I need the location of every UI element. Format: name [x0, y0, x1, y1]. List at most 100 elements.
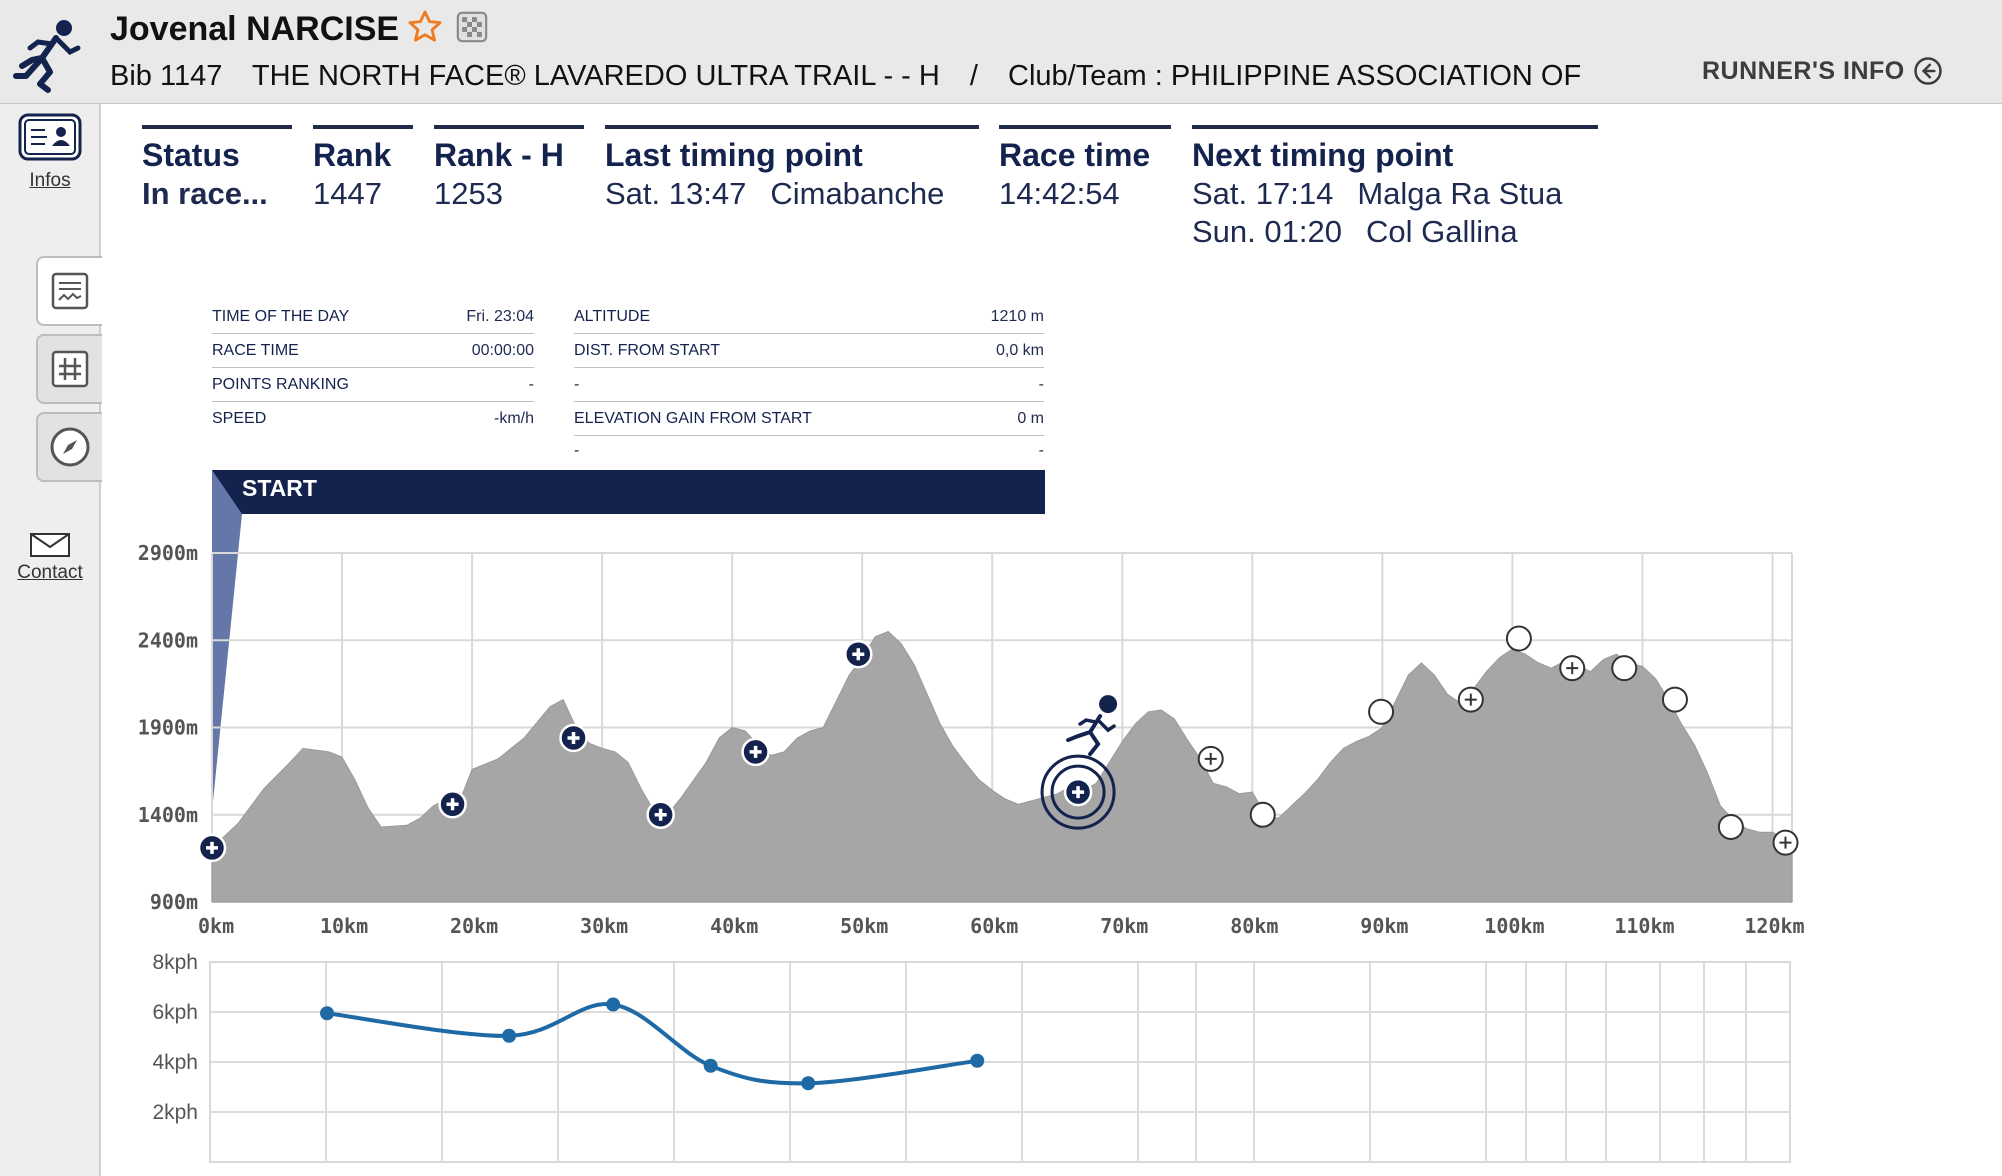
- timing-point-plus: [567, 731, 580, 744]
- speed-point: [970, 1053, 985, 1068]
- envelope-icon: [30, 533, 70, 557]
- checkpoint-marker: [1368, 698, 1395, 725]
- info-row-empty-2: --: [574, 436, 1044, 466]
- separator: /: [969, 60, 978, 92]
- race-info-line: Bib 1147 THE NORTH FACE® LAVAREDO ULTRA …: [110, 60, 1630, 93]
- x-tick-label: 110km: [1614, 914, 1674, 938]
- club-team: Club/Team : PHILIPPINE ASSOCIATION OF: [1008, 60, 1582, 92]
- timing-point-plus: [1204, 752, 1217, 765]
- passed-timing-point: [741, 737, 770, 767]
- rank-label: Rank: [313, 137, 392, 173]
- next-timing-block: Next timing point Sat. 17:14 Malga Ra Stu…: [1192, 125, 1598, 250]
- runner-ring-outer: [1040, 754, 1116, 830]
- speed-y-tick-label: 8kph: [152, 951, 198, 974]
- upcoming-timing-point: [1559, 655, 1586, 682]
- elevation-profile-area: [211, 630, 1793, 903]
- y-tick-label: 1400m: [138, 803, 198, 827]
- info-row-points-ranking: POINTS RANKING -: [212, 368, 534, 402]
- upcoming-timing-point: [1457, 686, 1484, 713]
- info-key: TIME OF THE DAY: [212, 307, 350, 325]
- last-timing-value: Sat. 13:47 Cimabanche: [605, 176, 979, 212]
- sidebar-contact-link[interactable]: Contact: [0, 532, 100, 584]
- race-time-block: Race time 14:42:54: [999, 125, 1171, 212]
- bib-number: Bib 1147: [110, 60, 223, 92]
- finish-flag-icon[interactable]: [455, 10, 489, 44]
- x-tick-label: 60km: [970, 914, 1018, 938]
- sidebar: Infos: [0, 104, 102, 1176]
- next-timing-1: Sat. 17:14 Malga Ra Stua: [1192, 176, 1598, 212]
- info-key: POINTS RANKING: [212, 375, 349, 393]
- info-key: RACE TIME: [212, 341, 299, 359]
- runner-name: Jovenal NARCISE: [110, 10, 400, 48]
- info-key: -: [574, 375, 580, 393]
- rank-block: Rank 1447: [313, 125, 413, 212]
- speed-y-tick-label: 6kph: [152, 1001, 198, 1024]
- race-time-label: Race time: [999, 137, 1151, 173]
- x-tick-label: 120km: [1744, 914, 1804, 938]
- next-timing-label: Next timing point: [1192, 137, 1454, 173]
- runner-ring-inner: [1050, 764, 1106, 820]
- info-value: 00:00:00: [471, 341, 534, 359]
- arrow-left-circle-icon: [1913, 57, 1942, 85]
- last-timing-place: Cimabanche: [770, 176, 945, 211]
- last-timing-label: Last timing point: [605, 137, 863, 173]
- x-tick-label: 10km: [320, 914, 368, 938]
- y-tick-label: 900m: [150, 890, 198, 914]
- info-key: ELEVATION GAIN FROM START: [574, 409, 812, 427]
- info-value: -km/h: [494, 410, 534, 427]
- tab-grid[interactable]: [36, 334, 102, 404]
- runner-head: [1099, 695, 1118, 714]
- x-tick-label: 90km: [1360, 914, 1408, 938]
- passed-timing-point: [646, 800, 675, 829]
- next-timing-2: Sun. 01:20 Col Gallina: [1192, 214, 1598, 250]
- tab-profile[interactable]: [36, 256, 102, 326]
- x-tick-label: 80km: [1230, 914, 1278, 938]
- x-tick-label: 40km: [710, 914, 758, 938]
- x-tick-label: 50km: [840, 914, 888, 938]
- status-value: In race...: [142, 176, 268, 211]
- profile-chart-icon: [51, 272, 89, 310]
- header: Jovenal NARCISE Bib 1147 THE NORTH FACE®…: [0, 0, 2002, 104]
- speed-point: [703, 1058, 718, 1073]
- runner-legs: [1088, 730, 1101, 757]
- speed-line: [326, 1002, 978, 1086]
- timing-point-plus: [749, 745, 762, 758]
- runner-logo-icon: [13, 20, 81, 93]
- rank-value: 1447: [313, 176, 382, 211]
- info-value: 0,0 km: [995, 341, 1044, 359]
- info-row-altitude: ALTITUDE 1210 m: [574, 300, 1044, 334]
- info-row-elevation-gain: ELEVATION GAIN FROM START 0 m: [574, 402, 1044, 436]
- sidebar-infos-label: Infos: [29, 170, 71, 191]
- y-tick-label: 2900m: [138, 541, 198, 565]
- last-timing-block: Last timing point Sat. 13:47 Cimabanche: [605, 125, 979, 212]
- runner-arms: [1078, 718, 1116, 733]
- speed-point: [320, 1006, 335, 1021]
- status-label: Status: [142, 137, 240, 173]
- id-card-icon: [18, 113, 82, 161]
- runners-info-label: RUNNER'S INFO: [1702, 56, 1905, 85]
- timing-point-plus: [1072, 786, 1085, 799]
- passed-timing-point: [1063, 777, 1093, 807]
- last-timing-time: Sat. 13:47: [605, 176, 747, 211]
- info-value: -: [528, 375, 534, 393]
- passed-timing-point: [559, 723, 588, 753]
- info-key: DIST. FROM START: [574, 341, 721, 359]
- sidebar-contact-label: Contact: [17, 562, 83, 583]
- runners-info-button[interactable]: RUNNER'S INFO: [1702, 56, 1943, 86]
- x-tick-label: 30km: [580, 914, 628, 938]
- info-row-race-time: RACE TIME 00:00:00: [212, 334, 534, 368]
- sidebar-infos-link[interactable]: Infos: [0, 112, 100, 192]
- start-banner: START: [212, 470, 1045, 514]
- next-timing-2-time: Sun. 01:20: [1192, 214, 1342, 249]
- tab-compass[interactable]: [36, 412, 102, 482]
- speed-point: [606, 997, 621, 1012]
- favorite-star-icon[interactable]: [406, 8, 444, 46]
- speed-y-tick-label: 4kph: [152, 1051, 198, 1074]
- compass-icon: [50, 427, 90, 467]
- upcoming-timing-point: [1772, 829, 1799, 856]
- checkpoint-marker: [1611, 655, 1638, 682]
- y-tick-label: 1900m: [138, 716, 198, 740]
- speed-point: [801, 1076, 816, 1091]
